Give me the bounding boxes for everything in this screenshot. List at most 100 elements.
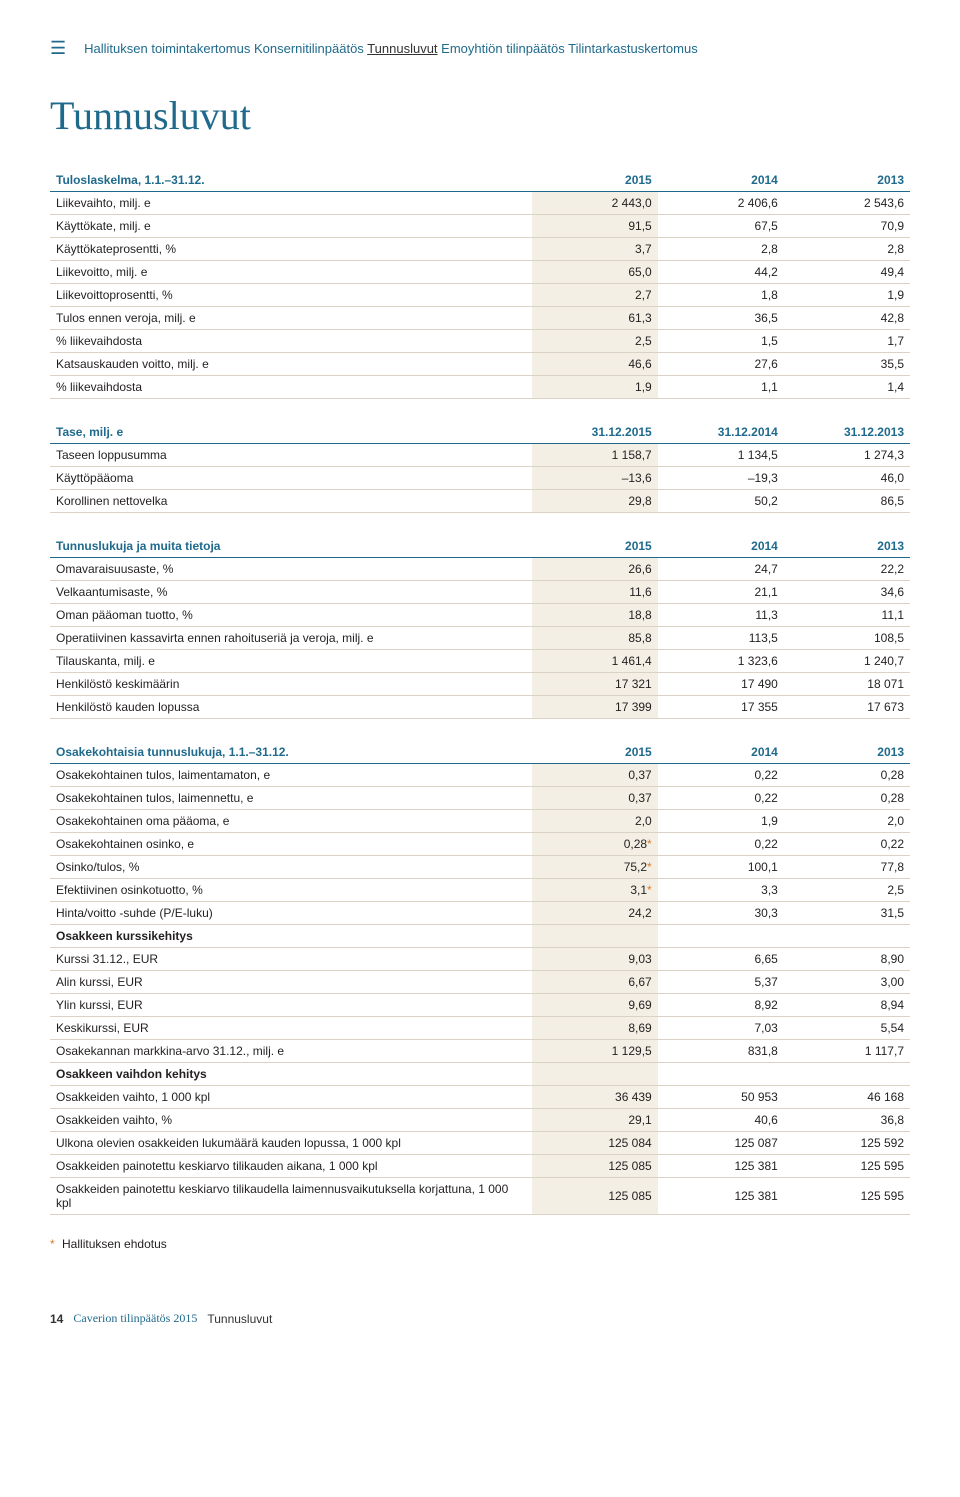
table-cell: 8,94: [784, 994, 910, 1017]
table-cell: [658, 925, 784, 948]
table-cell: 5,37: [658, 971, 784, 994]
table-cell: 2,5: [532, 330, 658, 353]
table-row: Velkaantumisaste, %11,621,134,6: [50, 581, 910, 604]
table-cell: 0,22: [658, 764, 784, 787]
table-cell: 125 595: [784, 1178, 910, 1215]
table-cell: 125 084: [532, 1132, 658, 1155]
nav-item[interactable]: Tilintarkastuskertomus: [568, 41, 698, 56]
table-cell: 61,3: [532, 307, 658, 330]
table-cell: 27,6: [658, 353, 784, 376]
table-row: Tilauskanta, milj. e1 461,41 323,61 240,…: [50, 650, 910, 673]
page-footer: 14 Caverion tilinpäätös 2015 Tunnusluvut: [50, 1311, 910, 1326]
table-cell: 125 595: [784, 1155, 910, 1178]
row-label: Käyttökateprosentti, %: [50, 238, 532, 261]
row-label: Osakekohtainen oma pääoma, e: [50, 810, 532, 833]
table-row: Osakkeiden painotettu keskiarvo tilikaud…: [50, 1155, 910, 1178]
table-header-cell: Osakekohtaisia tunnuslukuja, 1.1.–31.12.: [50, 741, 532, 764]
table-cell: 125 592: [784, 1132, 910, 1155]
table-row: Keskikurssi, EUR8,697,035,54: [50, 1017, 910, 1040]
table-cell: –19,3: [658, 467, 784, 490]
row-label: Osakkeen kurssikehitys: [50, 925, 532, 948]
table-row: Käyttökate, milj. e91,567,570,9: [50, 215, 910, 238]
table-cell: 3,1*: [532, 879, 658, 902]
table-cell: 70,9: [784, 215, 910, 238]
table-cell: [784, 1063, 910, 1086]
nav-item[interactable]: Hallituksen toimintakertomus: [84, 41, 250, 56]
row-label: Osinko/tulos, %: [50, 856, 532, 879]
table-cell: 1,8: [658, 284, 784, 307]
row-label: Henkilöstö keskimäärin: [50, 673, 532, 696]
row-label: Osakekohtainen tulos, laimennettu, e: [50, 787, 532, 810]
table-row: Käyttökateprosentti, %3,72,82,8: [50, 238, 910, 261]
table-cell: 17 399: [532, 696, 658, 719]
table-cell: 0,28: [784, 764, 910, 787]
table-header-cell: 2014: [658, 741, 784, 764]
table-cell: 30,3: [658, 902, 784, 925]
table-cell: 2,7: [532, 284, 658, 307]
table-cell: 40,6: [658, 1109, 784, 1132]
table-cell: 29,8: [532, 490, 658, 513]
table-row: Osakkeiden vaihto, 1 000 kpl36 43950 953…: [50, 1086, 910, 1109]
table-cell: 8,90: [784, 948, 910, 971]
row-label: Osakkeiden vaihto, 1 000 kpl: [50, 1086, 532, 1109]
table-cell: –13,6: [532, 467, 658, 490]
row-label: Tulos ennen veroja, milj. e: [50, 307, 532, 330]
table-cell: 50 953: [658, 1086, 784, 1109]
table-row: Liikevoittoprosentti, %2,71,81,9: [50, 284, 910, 307]
table-header-cell: 2013: [784, 169, 910, 192]
table-row: Osakkeen kurssikehitys: [50, 925, 910, 948]
table-cell: 1 134,5: [658, 444, 784, 467]
row-label: Käyttöpääoma: [50, 467, 532, 490]
table-cell: [658, 1063, 784, 1086]
nav-item[interactable]: Konsernitilinpäätös: [254, 41, 364, 56]
table-cell: 17 673: [784, 696, 910, 719]
table-row: Käyttöpääoma–13,6–19,346,0: [50, 467, 910, 490]
table-row: Osakekohtainen tulos, laimentamaton, e0,…: [50, 764, 910, 787]
breadcrumb-nav: ☰ Hallituksen toimintakertomus Konsernit…: [50, 20, 910, 67]
table-cell: 125 085: [532, 1155, 658, 1178]
table-cell: 7,03: [658, 1017, 784, 1040]
table-cell: 1,4: [784, 376, 910, 399]
table-cell: 35,5: [784, 353, 910, 376]
table-cell: 21,1: [658, 581, 784, 604]
table-cell: 0,28*: [532, 833, 658, 856]
table-cell: 44,2: [658, 261, 784, 284]
table-header-cell: 31.12.2013: [784, 421, 910, 444]
table-cell: 2 443,0: [532, 192, 658, 215]
table-cell: 11,1: [784, 604, 910, 627]
table-cell: 1 461,4: [532, 650, 658, 673]
table-row: Henkilöstö keskimäärin17 32117 49018 071: [50, 673, 910, 696]
table-cell: 1 158,7: [532, 444, 658, 467]
nav-item[interactable]: Tunnusluvut: [367, 41, 437, 56]
table-cell: 46,0: [784, 467, 910, 490]
menu-icon[interactable]: ☰: [50, 38, 66, 59]
table-cell: 8,69: [532, 1017, 658, 1040]
row-label: Liikevaihto, milj. e: [50, 192, 532, 215]
table-cell: 1,9: [658, 810, 784, 833]
table-cell: 1 240,7: [784, 650, 910, 673]
row-label: Osakekohtainen osinko, e: [50, 833, 532, 856]
table-row: Osakekohtainen oma pääoma, e2,01,92,0: [50, 810, 910, 833]
table-cell: 0,22: [658, 787, 784, 810]
table-cell: 91,5: [532, 215, 658, 238]
table-header-cell: Tunnuslukuja ja muita tietoja: [50, 535, 532, 558]
table-header-cell: Tuloslaskelma, 1.1.–31.12.: [50, 169, 532, 192]
table-row: Katsauskauden voitto, milj. e46,627,635,…: [50, 353, 910, 376]
table-header-cell: 31.12.2015: [532, 421, 658, 444]
table-cell: 8,92: [658, 994, 784, 1017]
table-cell: 42,8: [784, 307, 910, 330]
page-number: 14: [50, 1312, 63, 1326]
table-cell: 18 071: [784, 673, 910, 696]
table-row: Osakekohtainen tulos, laimennettu, e0,37…: [50, 787, 910, 810]
table-row: Ylin kurssi, EUR9,698,928,94: [50, 994, 910, 1017]
table-cell: 22,2: [784, 558, 910, 581]
table-cell: 2,8: [658, 238, 784, 261]
row-label: Kurssi 31.12., EUR: [50, 948, 532, 971]
table-cell: 11,3: [658, 604, 784, 627]
table-cell: 1 117,7: [784, 1040, 910, 1063]
table-row: % liikevaihdosta2,51,51,7: [50, 330, 910, 353]
nav-item[interactable]: Emoyhtiön tilinpäätös: [441, 41, 565, 56]
table-cell: [532, 925, 658, 948]
table-cell: 46 168: [784, 1086, 910, 1109]
table-row: Osakekannan markkina-arvo 31.12., milj. …: [50, 1040, 910, 1063]
